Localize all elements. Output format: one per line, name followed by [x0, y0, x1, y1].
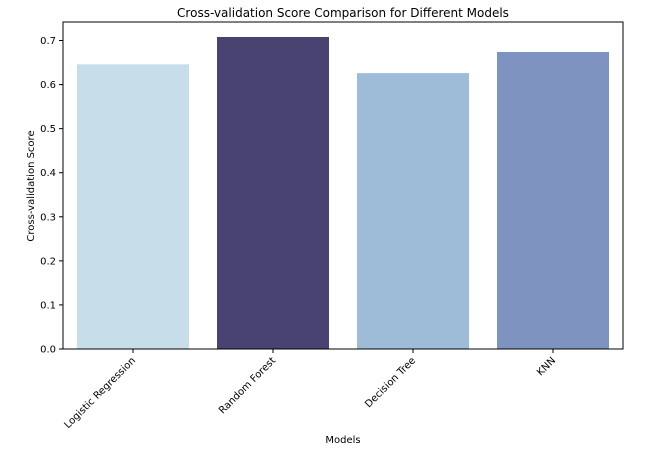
chart-title: Cross-validation Score Comparison for Di…	[177, 6, 509, 20]
x-axis-label: Models	[325, 435, 360, 446]
bar-decision-tree	[357, 73, 469, 350]
y-tick-label: 0.3	[40, 212, 56, 223]
bar-knn	[497, 51, 609, 349]
x-tick-label: Logistic Regression	[63, 355, 139, 431]
y-tick-label: 0.7	[40, 36, 56, 47]
y-tick-label: 0.0	[40, 345, 56, 356]
bars-group	[77, 36, 609, 350]
plot-frame	[62, 21, 624, 350]
y-tick-label: 0.2	[40, 256, 56, 267]
y-axis: 0.0 0.1 0.2 0.3 0.4 0.5 0.6 0.7	[40, 36, 63, 356]
y-tick-label: 0.1	[40, 300, 56, 311]
x-tick-label: Random Forest	[217, 355, 278, 416]
bar-logistic-regression	[77, 64, 189, 349]
y-tick-label: 0.6	[40, 80, 56, 91]
x-tick-label: KNN	[535, 355, 558, 378]
y-tick-label: 0.5	[40, 124, 56, 135]
x-tick-label: Decision Tree	[363, 355, 418, 410]
bar-random-forest	[217, 36, 329, 349]
y-axis-label: Cross-validation Score	[26, 130, 37, 241]
y-tick-label: 0.4	[40, 168, 56, 179]
x-axis: Logistic Regression Random Forest Decision…	[63, 349, 558, 431]
